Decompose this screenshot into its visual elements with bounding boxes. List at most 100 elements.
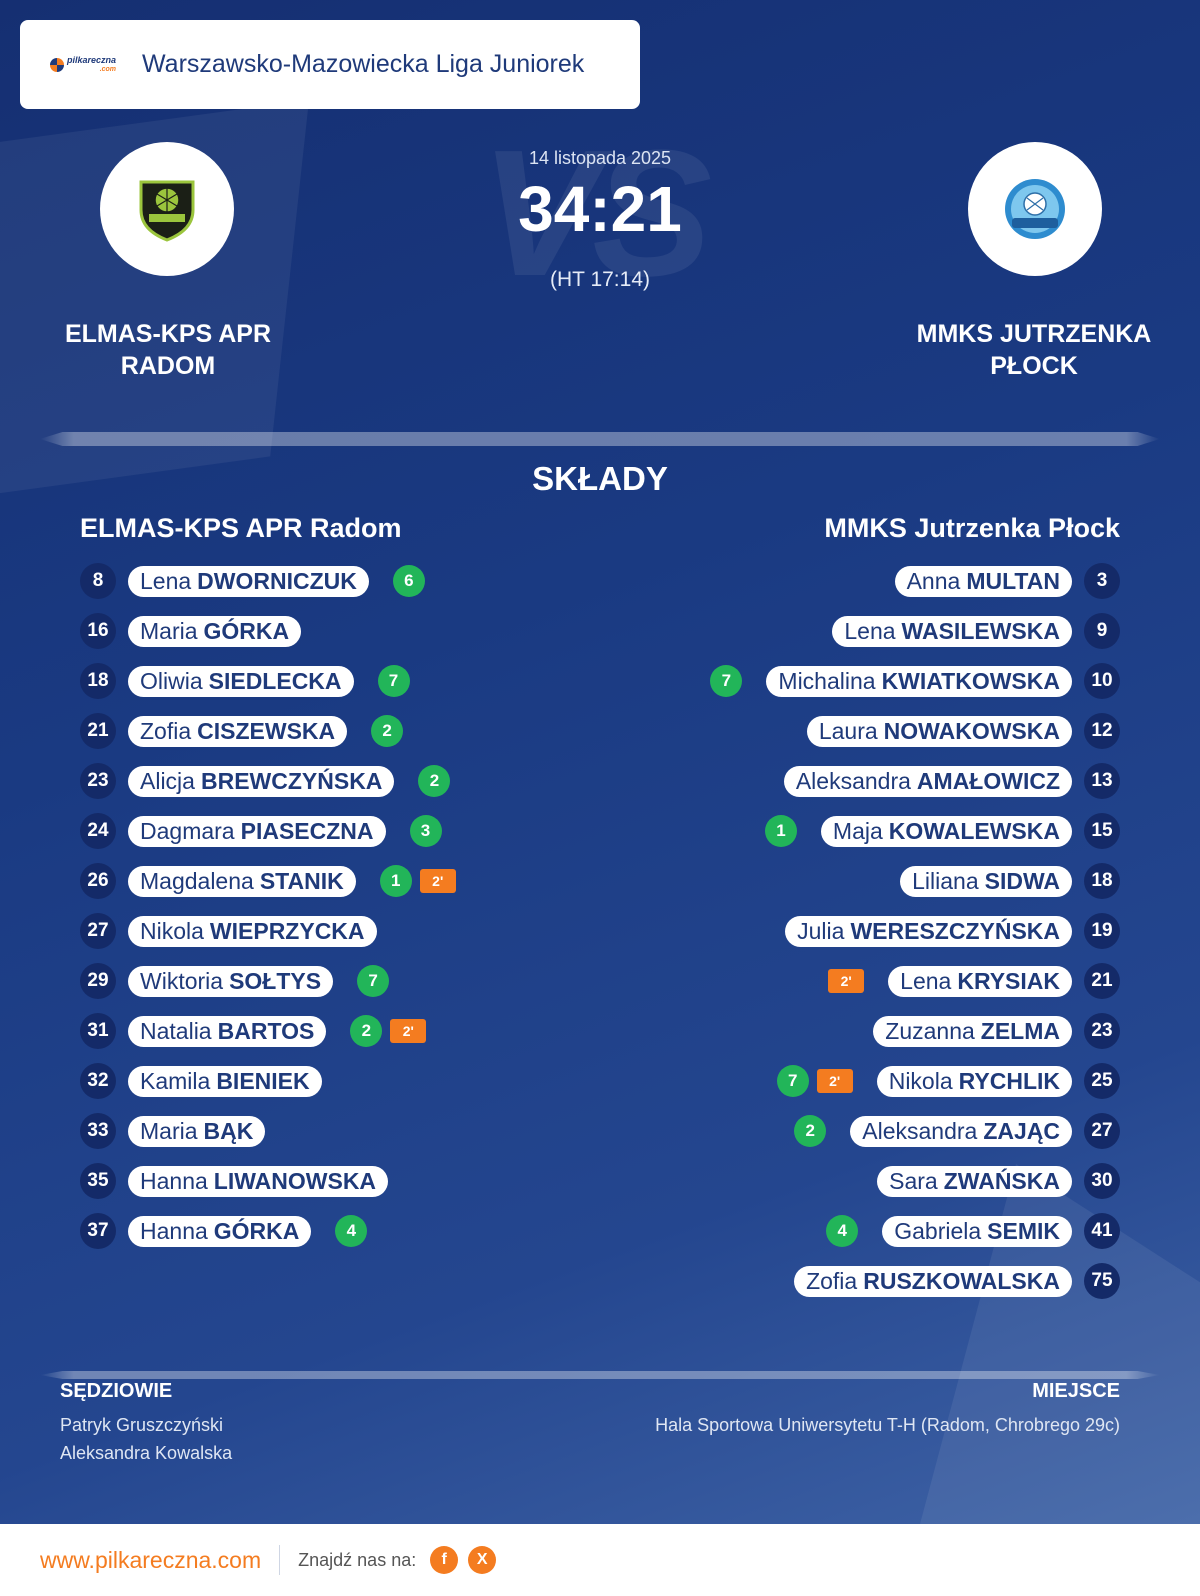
goals-badge: 2 bbox=[794, 1115, 827, 1147]
player-last-name: BREWCZYŃSKA bbox=[200, 767, 383, 794]
player-name[interactable]: Michalina KWIATKOWSKA bbox=[766, 665, 1072, 697]
shirt-number: 10 bbox=[1084, 663, 1120, 699]
referees-section: SĘDZIOWIE Patryk Gruszczyński Aleksandra… bbox=[60, 1380, 232, 1467]
player-row: Aleksandra AMAŁOWICZ 13 bbox=[710, 756, 1120, 806]
player-last-name: AMAŁOWICZ bbox=[916, 767, 1060, 794]
player-name[interactable]: Maja KOWALEWSKA bbox=[820, 815, 1072, 847]
player-name[interactable]: Lena KRYSIAK bbox=[888, 965, 1072, 997]
player-name[interactable]: Zofia RUSZKOWALSKA bbox=[794, 1265, 1072, 1297]
match-score: 34:21 bbox=[518, 173, 682, 245]
lineups-title: SKŁADY bbox=[532, 460, 668, 497]
player-last-name: SIDWA bbox=[984, 867, 1060, 894]
footer-separator bbox=[279, 1545, 281, 1575]
player-name[interactable]: Natalia BARTOS bbox=[128, 1015, 327, 1047]
player-last-name: WIEPRZYCKA bbox=[209, 917, 365, 944]
player-name[interactable]: Gabriela SEMIK bbox=[882, 1215, 1072, 1247]
player-name[interactable]: Magdalena STANIK bbox=[128, 865, 356, 897]
player-name[interactable]: Alicja BREWCZYŃSKA bbox=[128, 765, 395, 797]
player-last-name: KRYSIAK bbox=[957, 967, 1060, 994]
player-row: 32 Kamila BIENIEK bbox=[80, 1056, 456, 1106]
league-logo[interactable]: pilkareczna .com bbox=[50, 50, 122, 80]
shirt-number: 9 bbox=[1084, 613, 1120, 649]
player-name[interactable]: Hanna LIWANOWSKA bbox=[128, 1165, 389, 1197]
shirt-number: 41 bbox=[1084, 1213, 1120, 1249]
shirt-number: 33 bbox=[80, 1113, 116, 1149]
player-row: 37 Hanna GÓRKA 4 bbox=[80, 1206, 456, 1256]
player-first-name: Kamila bbox=[140, 1067, 211, 1094]
venue-section: MIEJSCE Hala Sportowa Uniwersytetu T-H (… bbox=[655, 1380, 1120, 1439]
player-last-name: PIASECZNA bbox=[240, 817, 374, 844]
player-name[interactable]: Maria BĄK bbox=[128, 1115, 266, 1147]
player-first-name: Aleksandra bbox=[862, 1117, 978, 1144]
player-name[interactable]: Nikola WIEPRZYCKA bbox=[128, 915, 377, 947]
player-name[interactable]: Anna MULTAN bbox=[894, 565, 1072, 597]
player-last-name: ZELMA bbox=[980, 1017, 1060, 1044]
player-row: 2' Lena KRYSIAK 21 bbox=[710, 956, 1120, 1006]
player-row: Lena WASILEWSKA 9 bbox=[710, 606, 1120, 656]
referees-label: SĘDZIOWIE bbox=[60, 1380, 173, 1402]
home-lineup: 8 Lena DWORNICZUK 6 16 Maria GÓRKA 18 Oliwia SIED… bbox=[80, 556, 456, 1256]
suspension-badge: 2' bbox=[816, 1069, 853, 1093]
shirt-number: 18 bbox=[1084, 863, 1120, 899]
player-name[interactable]: Zuzanna ZELMA bbox=[873, 1015, 1072, 1047]
player-first-name: Julia bbox=[797, 917, 845, 944]
player-last-name: DWORNICZUK bbox=[197, 567, 357, 594]
player-row: Anna MULTAN 3 bbox=[710, 556, 1120, 606]
away-team-name: MMKS JUTRZENKA PŁOCK bbox=[916, 320, 1152, 380]
player-last-name: BARTOS bbox=[217, 1017, 315, 1044]
player-name[interactable]: Lena DWORNICZUK bbox=[128, 565, 369, 597]
player-name[interactable]: Nikola RYCHLIK bbox=[876, 1065, 1072, 1097]
player-name[interactable]: Hanna GÓRKA bbox=[128, 1215, 312, 1247]
away-team-logo[interactable] bbox=[968, 142, 1102, 276]
goals-badge: 7 bbox=[377, 665, 410, 697]
player-first-name: Zofia bbox=[140, 717, 192, 744]
player-first-name: Hanna bbox=[140, 1217, 208, 1244]
referee-name: Patryk Gruszczyński bbox=[60, 1415, 224, 1435]
player-name[interactable]: Zofia CISZEWSKA bbox=[128, 715, 348, 747]
goals-badge: 4 bbox=[826, 1215, 859, 1247]
shirt-number: 26 bbox=[80, 863, 116, 899]
player-row: 18 Oliwia SIEDLECKA 7 bbox=[80, 656, 456, 706]
player-first-name: Nikola bbox=[140, 917, 204, 944]
shirt-number: 21 bbox=[1084, 963, 1120, 999]
goals-badge: 7 bbox=[357, 965, 390, 997]
player-name[interactable]: Wiktoria SOŁTYS bbox=[128, 965, 334, 997]
player-row: Liliana SIDWA 18 bbox=[710, 856, 1120, 906]
home-team-logo[interactable] bbox=[100, 142, 234, 276]
venue-text: Hala Sportowa Uniwersytetu T-H (Radom, C… bbox=[655, 1415, 1120, 1435]
player-name[interactable]: Laura NOWAKOWSKA bbox=[806, 715, 1072, 747]
player-first-name: Lena bbox=[844, 617, 896, 644]
player-name[interactable]: Lena WASILEWSKA bbox=[832, 615, 1072, 647]
footer: www.pilkareczna.com Znajdź nas na: f X bbox=[0, 1524, 1200, 1596]
player-name[interactable]: Sara ZWAŃSKA bbox=[877, 1165, 1072, 1197]
player-name[interactable]: Kamila BIENIEK bbox=[128, 1065, 322, 1097]
facebook-icon[interactable]: f bbox=[430, 1546, 459, 1574]
goals-badge: 1 bbox=[764, 815, 797, 847]
player-name[interactable]: Maria GÓRKA bbox=[128, 615, 302, 647]
player-name[interactable]: Liliana SIDWA bbox=[900, 865, 1072, 897]
match-date: 14 listopada 2025 bbox=[528, 148, 672, 168]
player-last-name: STANIK bbox=[259, 867, 344, 894]
player-last-name: RYCHLIK bbox=[958, 1067, 1060, 1094]
player-name[interactable]: Dagmara PIASECZNA bbox=[128, 815, 386, 847]
league-header: pilkareczna .com Warszawsko-Mazowiecka L… bbox=[20, 20, 640, 109]
shirt-number: 35 bbox=[80, 1163, 116, 1199]
player-name[interactable]: Aleksandra ZAJĄC bbox=[850, 1115, 1072, 1147]
player-last-name: SOŁTYS bbox=[229, 967, 322, 994]
player-first-name: Maria bbox=[140, 1117, 198, 1144]
player-name[interactable]: Oliwia SIEDLECKA bbox=[128, 665, 354, 697]
goals-badge: 1 bbox=[379, 865, 412, 897]
shirt-number: 16 bbox=[80, 613, 116, 649]
player-name[interactable]: Julia WERESZCZYŃSKA bbox=[785, 915, 1072, 947]
x-icon[interactable]: X bbox=[468, 1546, 497, 1574]
shirt-number: 18 bbox=[80, 663, 116, 699]
handball-icon bbox=[50, 57, 64, 72]
shirt-number: 31 bbox=[80, 1013, 116, 1049]
goals-badge: 7 bbox=[776, 1065, 809, 1097]
site-link[interactable]: www.pilkareczna.com bbox=[40, 1546, 262, 1573]
player-first-name: Michalina bbox=[778, 667, 876, 694]
player-name[interactable]: Aleksandra AMAŁOWICZ bbox=[783, 765, 1072, 797]
shirt-number: 32 bbox=[80, 1063, 116, 1099]
player-row: Zuzanna ZELMA 23 bbox=[710, 1006, 1120, 1056]
player-row: Zofia RUSZKOWALSKA 75 bbox=[710, 1256, 1120, 1306]
